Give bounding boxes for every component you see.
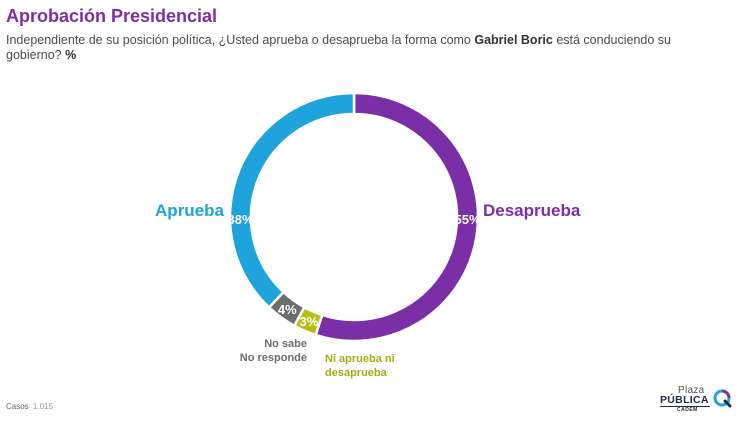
category-label-ni-aprueba-ni-desaprueba-line-1: Ni aprueba ni [325, 353, 395, 365]
value-label-ni-aprueba-ni-desaprueba: 3% [300, 314, 319, 329]
value-label-desaprueba: 55% [454, 212, 480, 227]
chart-subtitle: Independiente de su posición política, ¿… [6, 33, 706, 63]
logo-divider [660, 406, 710, 407]
subtitle-question-part1: Independiente de su posición política, ¿… [6, 33, 475, 47]
donut-slice-aprueba [228, 91, 356, 310]
subtitle-question-part2: está conduciendo su gobierno? [6, 33, 671, 62]
cases-label: Casos [6, 402, 29, 411]
plaza-publica-logo: Plaza PÚBLICA CADEM [660, 385, 740, 413]
category-label-no-sabe-no-responde-line-1: No sabe [264, 338, 307, 350]
subtitle-unit: % [65, 48, 77, 62]
chart-title: Aprobación Presidencial [6, 6, 218, 26]
logo-plaza-text: Plaza [678, 385, 705, 396]
cases-value: 1.015 [32, 402, 53, 411]
category-label-ni-aprueba-ni-desaprueba-line-2: desaprueba [325, 367, 388, 379]
cases-footnote: Casos 1.015 [6, 402, 53, 411]
logo-cadem-text: CADEM [677, 407, 698, 413]
logo-q-icon [713, 389, 732, 408]
category-label-no-sabe-no-responde-line-2: No responde [240, 352, 307, 364]
value-label-no-sabe-no-responde: 4% [278, 302, 297, 317]
value-label-aprueba: 38% [227, 212, 253, 227]
category-label-desaprueba-line-1: Desaprueba [483, 201, 581, 220]
logo-publica-text: PÚBLICA [660, 394, 709, 406]
subtitle-president-name: Gabriel Boric [474, 33, 553, 47]
category-label-aprueba-line-1: Aprueba [155, 201, 225, 220]
